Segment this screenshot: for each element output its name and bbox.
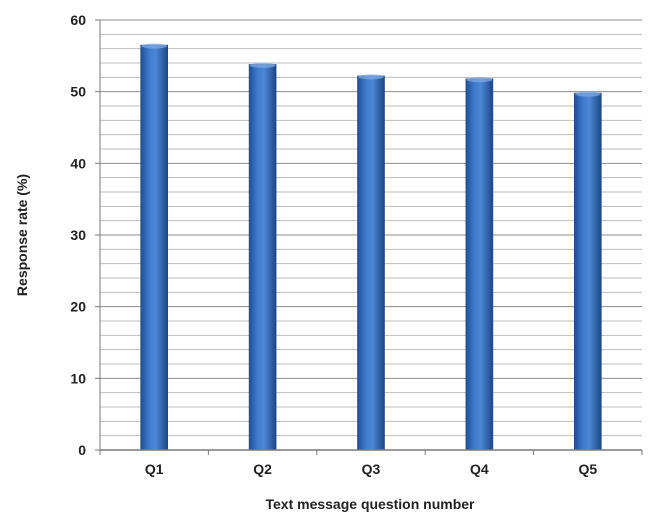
bar-top-highlight — [358, 74, 384, 80]
bar-top-highlight — [466, 77, 493, 83]
x-tick-label: Q1 — [145, 461, 164, 477]
y-tick-label: 10 — [70, 370, 86, 386]
bars — [140, 43, 602, 451]
x-tick-label: Q3 — [362, 461, 381, 477]
bar-q4 — [465, 78, 494, 451]
y-tick-label: 60 — [70, 12, 86, 28]
y-tick-label: 20 — [70, 299, 86, 315]
y-tick-label: 40 — [70, 155, 86, 171]
bar-top-highlight — [141, 43, 168, 49]
bar-q2 — [248, 64, 277, 451]
x-tick-label: Q4 — [470, 461, 489, 477]
axes: 0 10 20 30 40 50 60 Q1 Q2 Q3 Q4 Q5 — [70, 12, 643, 477]
bar-top-highlight — [574, 91, 601, 97]
bar-top-highlight — [249, 62, 276, 68]
bar-q5 — [573, 92, 602, 451]
x-tick-label: Q2 — [253, 461, 272, 477]
y-tick-label: 30 — [70, 227, 86, 243]
bar-q3 — [357, 75, 385, 451]
y-tick-label: 50 — [70, 84, 86, 100]
x-tick-label: Q5 — [578, 461, 597, 477]
x-axis-title: Text message question number — [265, 496, 475, 512]
y-axis-title: Response rate (%) — [14, 174, 30, 296]
bar-q1 — [140, 44, 168, 451]
y-tick-label: 0 — [78, 442, 86, 458]
